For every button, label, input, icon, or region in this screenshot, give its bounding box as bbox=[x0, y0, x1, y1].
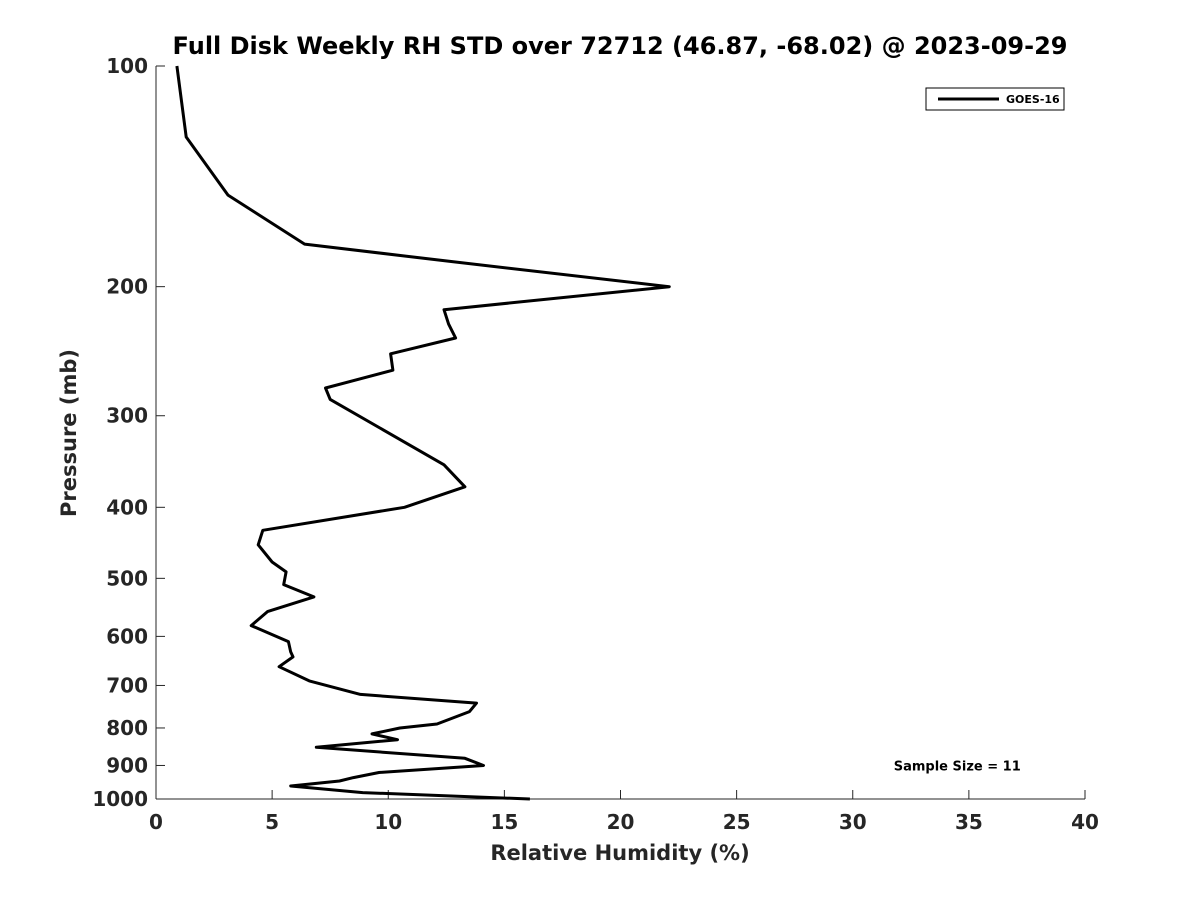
y-tick-label: 500 bbox=[106, 566, 148, 590]
axes-frame bbox=[155, 66, 1085, 800]
sample-size-annotation: Sample Size = 11 bbox=[894, 759, 1021, 774]
y-tick-label: 300 bbox=[106, 404, 148, 428]
x-tick-label: 15 bbox=[490, 810, 518, 834]
x-tick-label: 25 bbox=[723, 810, 751, 834]
y-tick-label: 800 bbox=[106, 716, 148, 740]
x-tick-label: 0 bbox=[149, 810, 163, 834]
y-tick-label: 100 bbox=[106, 54, 148, 78]
x-tick-label: 5 bbox=[265, 810, 279, 834]
x-tick-label: 10 bbox=[374, 810, 402, 834]
y-tick-label: 1000 bbox=[92, 787, 148, 811]
legend-label-goes-16: GOES-16 bbox=[1006, 93, 1060, 106]
x-tick-label: 35 bbox=[955, 810, 983, 834]
x-axis-ticks: 0 5 10 15 20 25 30 35 40 bbox=[149, 790, 1099, 834]
x-tick-label: 20 bbox=[607, 810, 635, 834]
y-tick-label: 700 bbox=[106, 673, 148, 697]
series-line-goes-16 bbox=[175, 65, 671, 801]
y-axis-ticks: 100 200 300 400 500 600 700 800 900 1000 bbox=[92, 54, 165, 811]
y-axis-label: Pressure (mb) bbox=[57, 349, 81, 517]
x-axis-label: Relative Humidity (%) bbox=[490, 841, 749, 865]
x-tick-label: 40 bbox=[1071, 810, 1099, 834]
y-tick-label: 900 bbox=[106, 753, 148, 777]
y-tick-label: 200 bbox=[106, 275, 148, 299]
legend: GOES-16 bbox=[925, 87, 1065, 111]
y-tick-label: 400 bbox=[106, 495, 148, 519]
chart-title: Full Disk Weekly RH STD over 72712 (46.8… bbox=[173, 32, 1068, 60]
x-tick-label: 30 bbox=[839, 810, 867, 834]
y-tick-label: 600 bbox=[106, 624, 148, 648]
